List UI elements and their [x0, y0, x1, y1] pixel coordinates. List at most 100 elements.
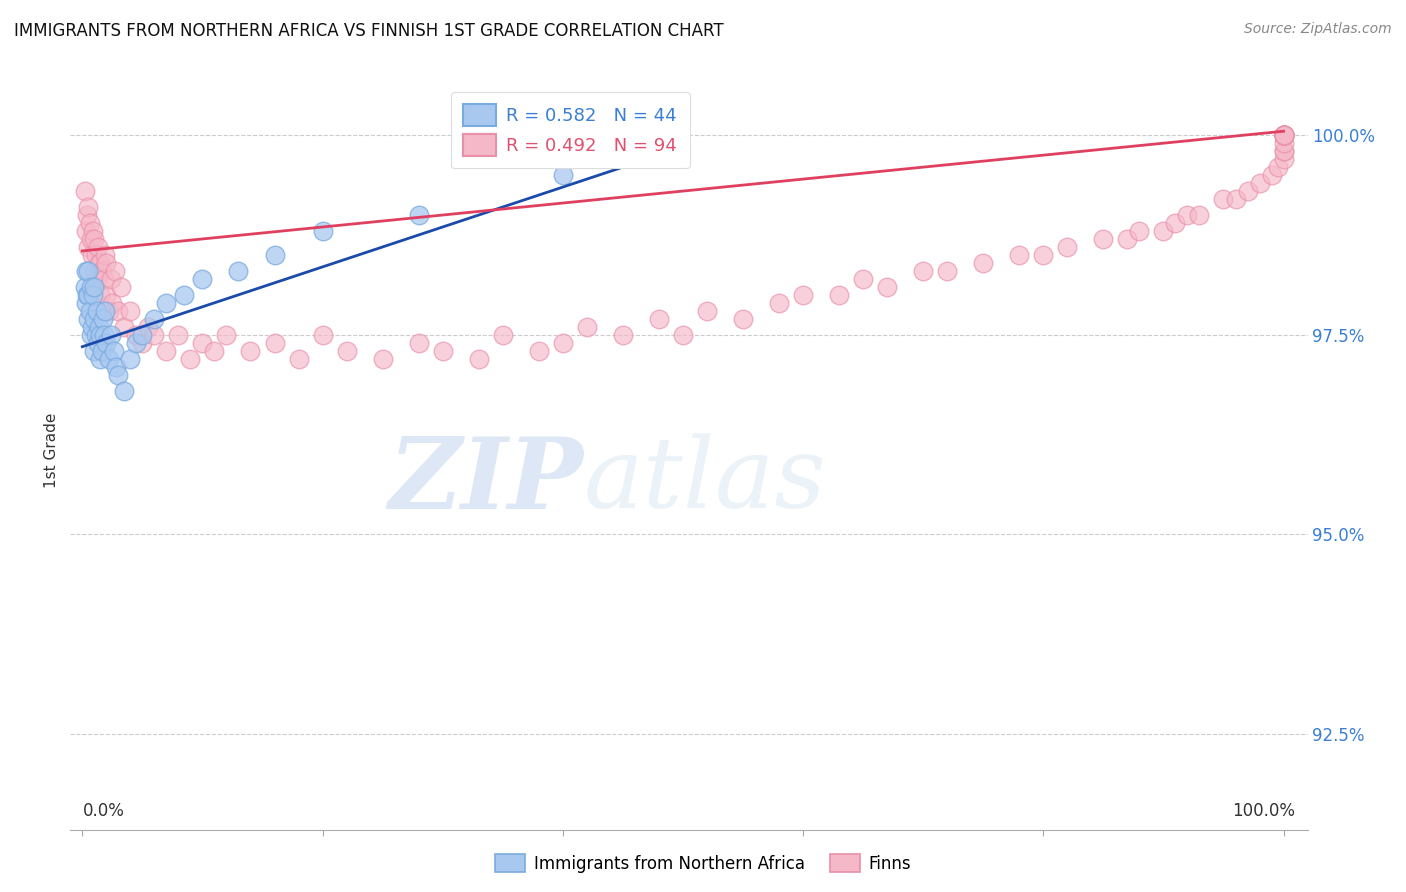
Point [155, 295, 177, 310]
Point [94, 303, 117, 318]
Point [96, 288, 118, 302]
Point [1272, 128, 1295, 143]
Point [97, 351, 120, 366]
Legend: Immigrants from Northern Africa, Finns: Immigrants from Northern Africa, Finns [489, 847, 917, 880]
Point [1225, 192, 1247, 206]
Text: atlas: atlas [583, 434, 827, 528]
Point [94, 248, 117, 262]
Point [90, 343, 112, 358]
Point [107, 368, 129, 382]
Point [89, 319, 111, 334]
Point [179, 351, 201, 366]
Point [79, 303, 101, 318]
Point [731, 311, 754, 326]
Point [83, 232, 105, 246]
Point [551, 335, 574, 350]
Point [167, 327, 190, 342]
Y-axis label: 1st Grade: 1st Grade [44, 413, 59, 488]
Point [104, 264, 127, 278]
Point [1236, 184, 1258, 198]
Point [551, 168, 574, 182]
Point [107, 303, 129, 318]
Point [97, 303, 120, 318]
Text: 100.0%: 100.0% [1232, 803, 1295, 821]
Point [1164, 216, 1187, 230]
Point [83, 264, 105, 278]
Point [1116, 232, 1139, 246]
Point [1272, 128, 1295, 143]
Point [86, 272, 108, 286]
Point [876, 280, 898, 294]
Point [131, 327, 153, 342]
Point [1260, 168, 1282, 182]
Point [239, 343, 262, 358]
Point [1152, 224, 1174, 238]
Point [828, 288, 851, 302]
Point [103, 343, 125, 358]
Point [1188, 208, 1211, 222]
Point [101, 295, 124, 310]
Point [143, 327, 166, 342]
Point [86, 303, 108, 318]
Point [91, 311, 114, 326]
Point [191, 335, 214, 350]
Point [77, 264, 100, 278]
Point [155, 343, 177, 358]
Point [311, 327, 333, 342]
Point [936, 264, 959, 278]
Point [125, 327, 148, 342]
Point [191, 272, 214, 286]
Point [263, 335, 285, 350]
Point [1272, 144, 1295, 158]
Point [408, 208, 430, 222]
Point [120, 303, 142, 318]
Point [76, 288, 98, 302]
Point [110, 280, 132, 294]
Point [672, 327, 695, 342]
Point [75, 295, 97, 310]
Point [1272, 128, 1295, 143]
Point [1272, 128, 1295, 143]
Point [912, 264, 935, 278]
Point [83, 280, 105, 294]
Point [112, 384, 135, 398]
Point [1267, 160, 1289, 174]
Point [852, 272, 875, 286]
Point [972, 256, 994, 270]
Point [1272, 152, 1295, 166]
Point [82, 224, 104, 238]
Point [263, 248, 285, 262]
Point [77, 200, 100, 214]
Point [96, 335, 118, 350]
Point [79, 216, 101, 230]
Point [575, 319, 598, 334]
Point [89, 288, 111, 302]
Point [80, 319, 103, 334]
Point [1128, 224, 1150, 238]
Point [1249, 176, 1271, 190]
Point [696, 303, 718, 318]
Point [371, 351, 394, 366]
Point [80, 327, 103, 342]
Point [1092, 232, 1115, 246]
Point [408, 335, 430, 350]
Point [768, 295, 790, 310]
Point [77, 240, 100, 254]
Point [89, 256, 111, 270]
Point [792, 288, 814, 302]
Point [96, 256, 118, 270]
Point [1008, 248, 1031, 262]
Point [80, 248, 103, 262]
Point [84, 248, 107, 262]
Point [1032, 248, 1054, 262]
Point [104, 359, 127, 374]
Point [75, 264, 97, 278]
Legend: R = 0.582   N = 44, R = 0.492   N = 94: R = 0.582 N = 44, R = 0.492 N = 94 [450, 92, 690, 169]
Point [1272, 136, 1295, 151]
Point [75, 224, 97, 238]
Point [125, 335, 148, 350]
Point [311, 224, 333, 238]
Point [1272, 128, 1295, 143]
Point [173, 288, 195, 302]
Point [73, 184, 96, 198]
